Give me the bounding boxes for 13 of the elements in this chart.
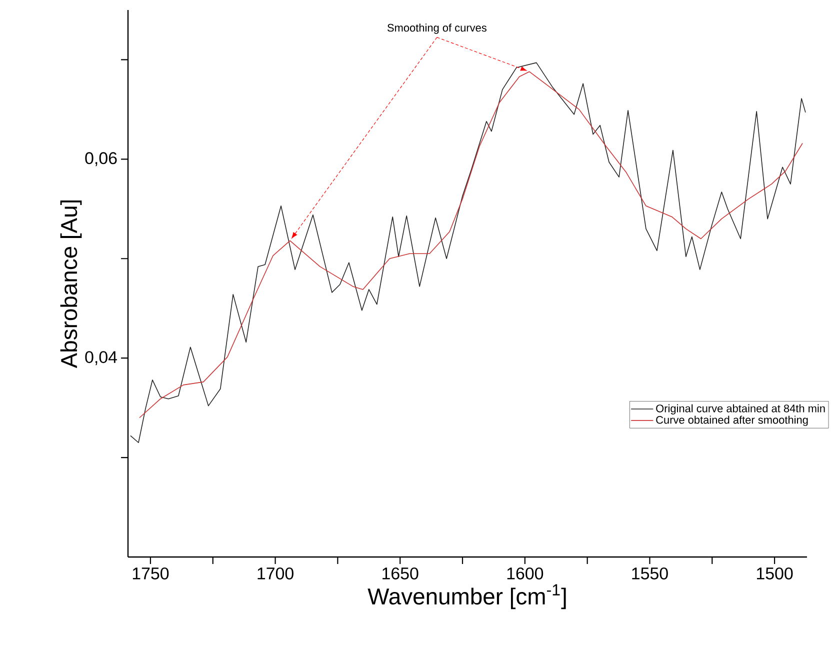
legend-label: Original curve abtained at 84th min [656,404,825,414]
x-tick-label: 1750 [132,567,169,580]
annotation: Smoothing of curves [387,24,486,34]
x-axis-title: Wavenumber [cm$^{-1}$] [368,584,566,610]
x-tick-label: 1550 [632,567,668,580]
x-tick-label: 1650 [382,567,418,580]
x-tick-label: 1500 [757,567,793,580]
y-tick-label: 0,06 [85,152,117,166]
y-axis-title: Absrobance [Au] [60,200,82,368]
y-tick-label: 0,04 [85,351,118,366]
x-tick-label: 1600 [507,567,544,580]
legend-label: Curve obtained after smoothing [656,416,808,426]
x-tick-label: 1700 [258,567,294,580]
